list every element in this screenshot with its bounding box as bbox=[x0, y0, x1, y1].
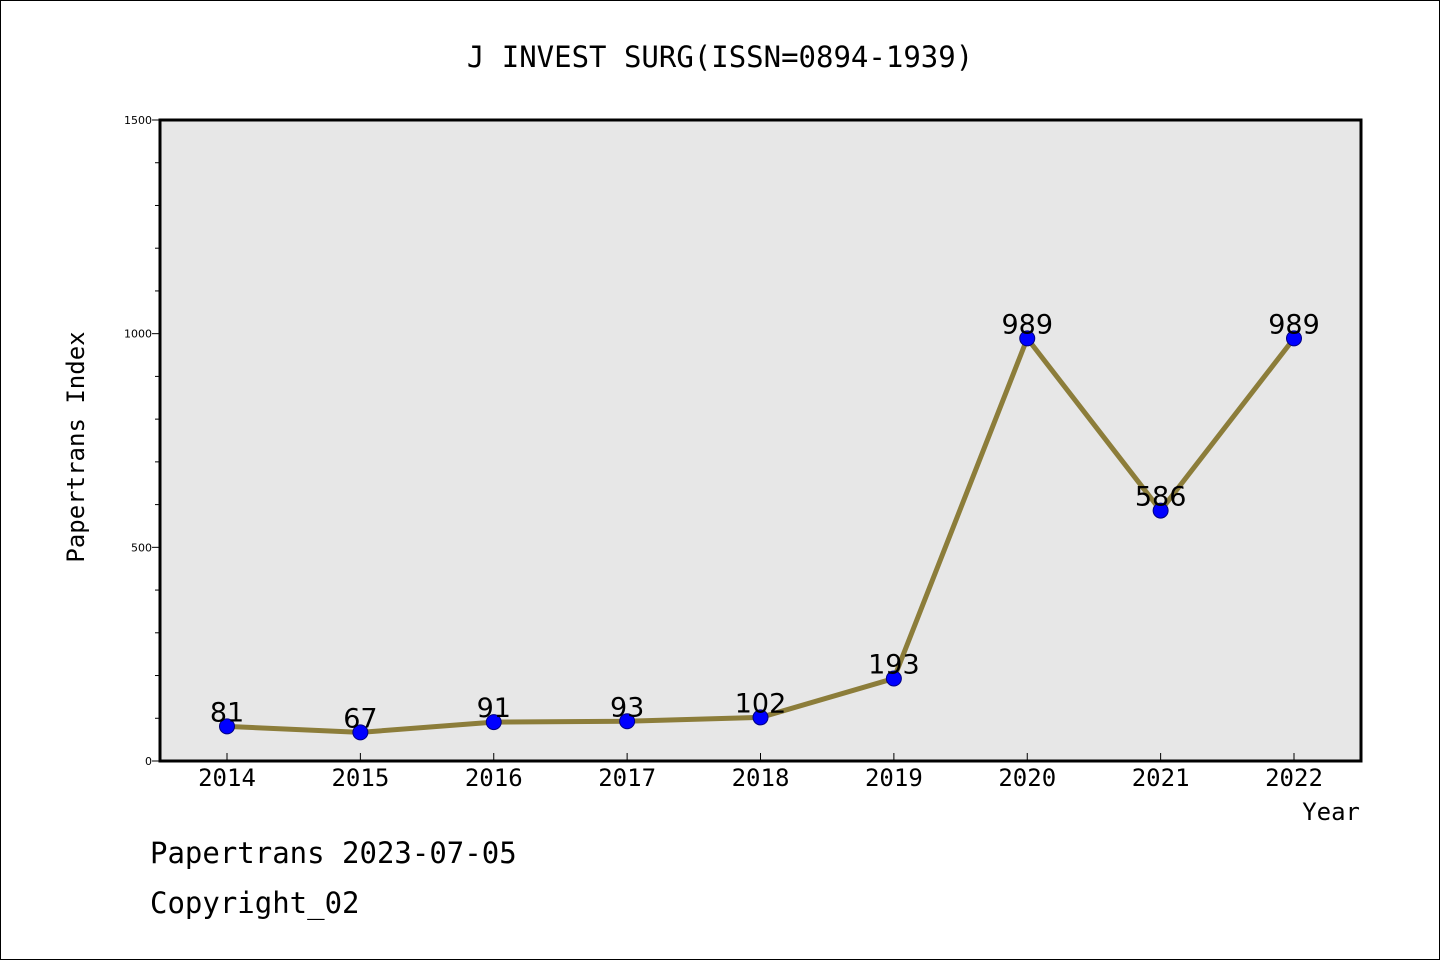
y-tick-label: 500 bbox=[131, 541, 152, 554]
chart-title: J INVEST SURG(ISSN=0894-1939) bbox=[467, 40, 973, 74]
data-point bbox=[1152, 502, 1169, 519]
data-point bbox=[485, 714, 502, 731]
x-tick-label: 2015 bbox=[331, 764, 389, 792]
x-tick-label: 2019 bbox=[865, 764, 923, 792]
x-axis-ticks: 2014 2015 2016 2017 2018 2019 2020 2021 2022 bbox=[198, 753, 1323, 792]
data-label: 81 bbox=[210, 697, 244, 728]
y-tick-label: 0 bbox=[145, 755, 152, 768]
plot-area bbox=[158, 118, 1363, 763]
x-tick-label: 2020 bbox=[998, 764, 1056, 792]
data-markers bbox=[219, 330, 1302, 741]
data-point bbox=[885, 670, 902, 687]
x-tick-label: 2014 bbox=[198, 764, 256, 792]
footer-copyright: Copyright_02 bbox=[150, 886, 360, 920]
data-label: 102 bbox=[735, 688, 787, 719]
x-tick-label: 2021 bbox=[1132, 764, 1190, 792]
y-axis-ticks: 0 500 1000 1500 bbox=[124, 114, 160, 768]
data-label: 989 bbox=[1001, 309, 1053, 340]
y-tick-label: 1000 bbox=[124, 328, 152, 341]
footer-date: Papertrans 2023-07-05 bbox=[150, 836, 517, 870]
data-point bbox=[752, 709, 769, 726]
data-label: 193 bbox=[868, 650, 920, 681]
x-tick-label: 2017 bbox=[598, 764, 656, 792]
data-label: 989 bbox=[1268, 309, 1320, 340]
data-label: 93 bbox=[610, 692, 644, 723]
data-label: 67 bbox=[343, 703, 377, 734]
data-point bbox=[1286, 330, 1302, 347]
y-tick-label: 1500 bbox=[124, 114, 152, 127]
x-axis-label: Year bbox=[1302, 798, 1360, 826]
x-tick-label: 2022 bbox=[1265, 764, 1323, 792]
data-point bbox=[219, 718, 235, 735]
data-point bbox=[619, 713, 636, 730]
y-axis-label: Papertrans Index bbox=[62, 331, 90, 562]
data-point bbox=[1019, 330, 1036, 347]
data-labels: 81 67 91 93 102 193 989 586 989 bbox=[210, 309, 1320, 734]
data-label: 586 bbox=[1135, 482, 1187, 513]
x-tick-label: 2018 bbox=[732, 764, 790, 792]
x-tick-label: 2016 bbox=[465, 764, 523, 792]
data-label: 91 bbox=[477, 693, 511, 724]
data-point bbox=[352, 724, 369, 741]
